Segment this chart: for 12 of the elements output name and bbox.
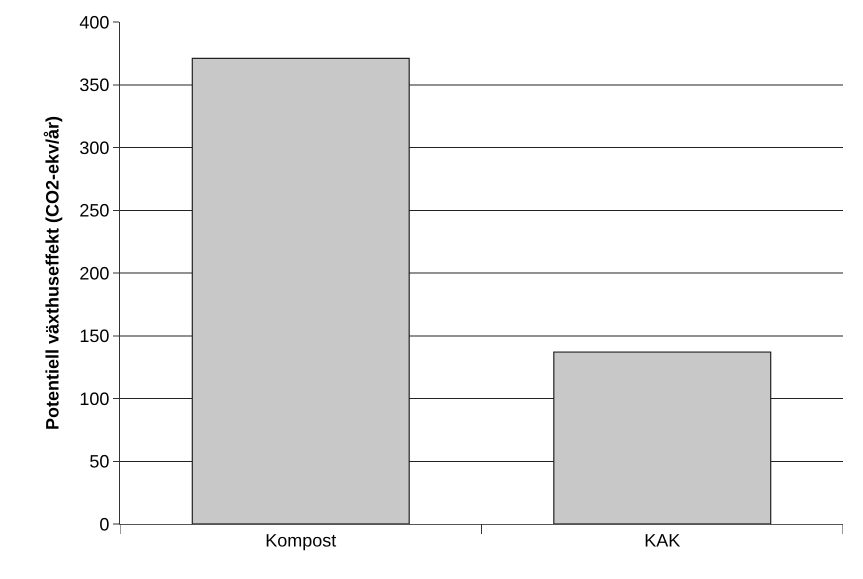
y-tick-label: 150	[79, 326, 110, 346]
y-tick-label: 100	[79, 388, 110, 409]
x-tick-label: Kompost	[265, 530, 336, 551]
y-axis-title: Potentiell växthuseffekt (CO2-ekv/år)	[42, 116, 63, 430]
x-tick-label: KAK	[644, 530, 680, 551]
y-tick-label: 300	[79, 138, 110, 158]
y-tick-label: 400	[79, 12, 110, 32]
y-tick-label: 350	[79, 75, 110, 96]
y-tick-label: 0	[99, 514, 110, 534]
y-tick-label: 250	[79, 200, 110, 221]
y-tick-label: 50	[89, 452, 110, 472]
y-tick-label: 200	[79, 263, 110, 284]
